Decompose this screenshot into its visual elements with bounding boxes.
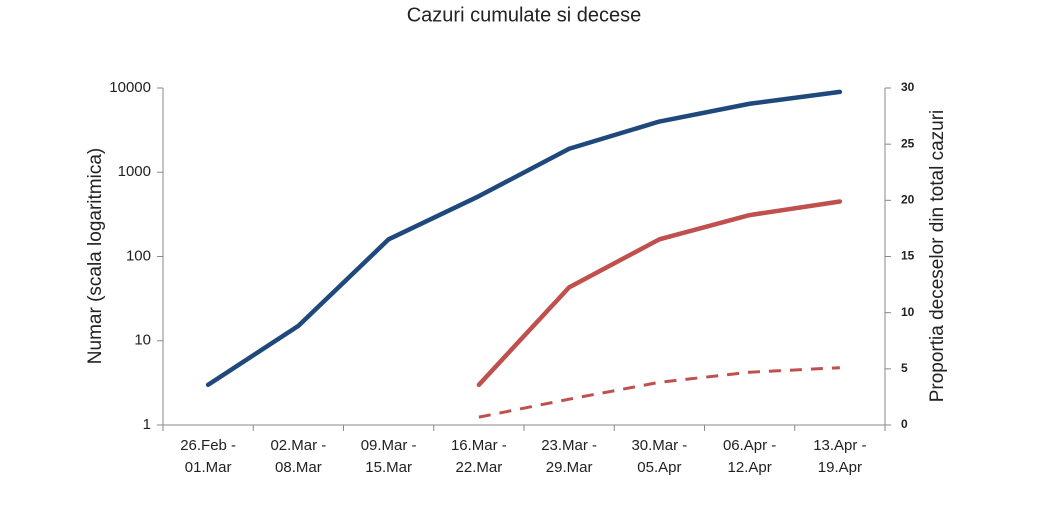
chart-title: Cazuri cumulate si decese [407,4,642,26]
y-tick-label: 10 [134,332,151,349]
y-tick-label: 100 [126,247,151,264]
y-tick-label: 1 [143,416,151,433]
y2-tick-label: 0 [901,417,908,431]
y2-tick-label: 5 [901,361,908,375]
y2-tick-label: 15 [901,249,915,263]
y2-tick-label: 30 [901,80,915,94]
x-tick-label: 30.Mar - 05.Apr [631,437,688,476]
x-tick-label: 13.Apr - 19.Apr [813,437,867,476]
y2-tick-label: 10 [901,305,915,319]
series-line [476,199,843,388]
x-tick-label: 09.Mar - 15.Mar [360,437,417,476]
y2-axis-label: Proportia deceselor din total cazuri [927,110,948,403]
y-tick-label: 1000 [118,163,151,180]
y2-tick-label: 25 [901,136,915,150]
x-tick-label: 26.Feb - 01.Mar [180,437,237,476]
series-line [205,89,843,388]
x-tick-label: 16.Mar - 22.Mar [450,437,507,476]
y-tick-label: 10000 [109,79,151,96]
x-tick-label: 23.Mar - 29.Mar [541,437,598,476]
y2-tick-label: 20 [901,193,915,207]
y-axis-label: Numar (scala logaritmica) [85,148,106,364]
x-tick-label: 06.Apr - 12.Apr [722,437,777,476]
series-line [478,366,840,419]
x-tick-label: 02.Mar - 08.Mar [270,437,327,476]
